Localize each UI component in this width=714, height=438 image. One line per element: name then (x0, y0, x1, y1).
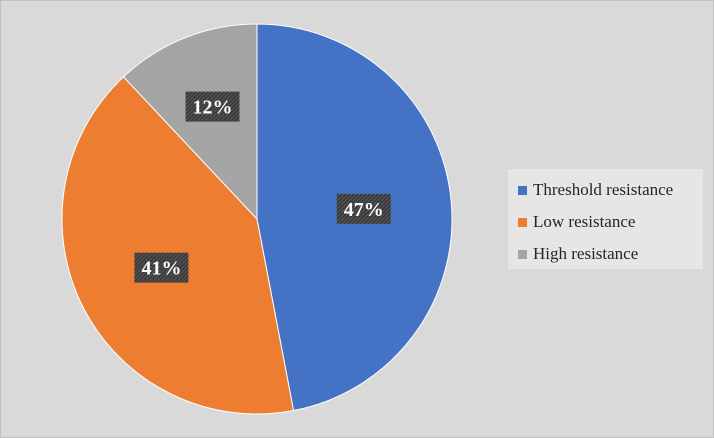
pie-slice-low-resistance (61, 76, 295, 415)
legend-label-threshold-resistance: Threshold resistance (533, 180, 674, 199)
pie-label-text: 47% (344, 199, 384, 221)
pie-label-text: 41% (141, 258, 181, 280)
pie-label-box (336, 193, 391, 224)
legend-swatch-threshold-resistance (518, 185, 527, 195)
pie-label-low-resistance: 41% (134, 252, 189, 283)
legend-item-low-resistance: Low resistance (518, 206, 703, 238)
pie-label-text: 12% (192, 97, 232, 119)
pie-label-box (134, 252, 189, 283)
legend-label-low-resistance: Low resistance (533, 212, 636, 231)
pie-label-high-resistance: 12% (185, 91, 240, 122)
legend-swatch-high-resistance (518, 249, 527, 259)
chart-legend: Threshold resistance Low resistance High… (508, 169, 703, 269)
legend-item-threshold-resistance: Threshold resistance (518, 174, 703, 206)
legend-label-high-resistance: High resistance (533, 244, 639, 263)
pie-data-labels: 47% 41% 12% (134, 91, 391, 283)
legend-swatch-low-resistance (518, 217, 527, 227)
pie-label-threshold-resistance: 47% (336, 193, 391, 224)
pie-label-box (185, 91, 240, 122)
pie-slices (61, 23, 453, 415)
legend-item-high-resistance: High resistance (518, 238, 703, 270)
